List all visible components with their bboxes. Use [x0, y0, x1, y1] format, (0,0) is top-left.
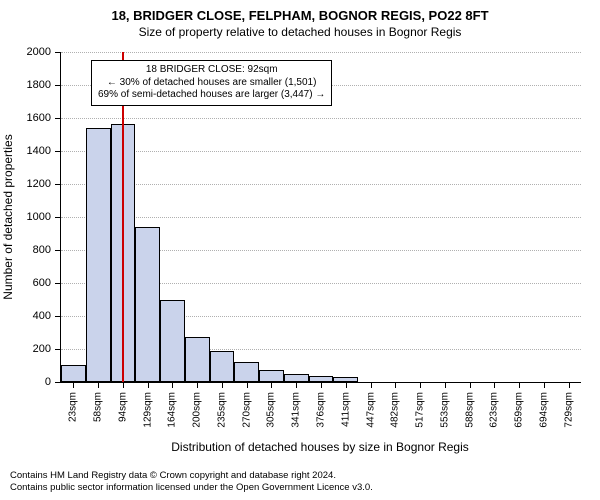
histogram-bar	[61, 365, 86, 382]
xtick-label: 58sqm	[93, 392, 104, 422]
xtick-label: 447sqm	[365, 392, 376, 428]
xtick-mark	[148, 382, 149, 388]
chart-title-main: 18, BRIDGER CLOSE, FELPHAM, BOGNOR REGIS…	[0, 0, 600, 23]
histogram-bar	[210, 351, 235, 382]
gridline	[61, 217, 581, 218]
histogram-bar	[284, 374, 309, 382]
xtick-label: 729sqm	[563, 392, 574, 428]
xtick-mark	[371, 382, 372, 388]
xtick-label: 341sqm	[291, 392, 302, 428]
chart-title-sub: Size of property relative to detached ho…	[0, 23, 600, 39]
annotation-box: 18 BRIDGER CLOSE: 92sqm← 30% of detached…	[91, 60, 332, 106]
xtick-label: 94sqm	[117, 392, 128, 422]
xtick-label: 305sqm	[266, 392, 277, 428]
ytick-label: 200	[33, 343, 61, 355]
footer-line-1: Contains HM Land Registry data © Crown c…	[10, 470, 373, 482]
xtick-label: 164sqm	[167, 392, 178, 428]
xtick-mark	[172, 382, 173, 388]
histogram-bar	[160, 300, 185, 383]
ytick-label: 1800	[27, 79, 61, 91]
xtick-mark	[197, 382, 198, 388]
gridline	[61, 184, 581, 185]
annotation-line: 69% of semi-detached houses are larger (…	[98, 89, 325, 102]
histogram-bar	[185, 337, 210, 382]
xtick-label: 588sqm	[464, 392, 475, 428]
y-axis-label: Number of detached properties	[1, 134, 15, 299]
xtick-mark	[569, 382, 570, 388]
plot-area: 020040060080010001200140016001800200023s…	[60, 52, 581, 383]
ytick-label: 600	[33, 277, 61, 289]
histogram-bar	[86, 128, 111, 382]
gridline	[61, 118, 581, 119]
ytick-label: 400	[33, 310, 61, 322]
xtick-mark	[98, 382, 99, 388]
xtick-mark	[222, 382, 223, 388]
xtick-label: 517sqm	[415, 392, 426, 428]
xtick-label: 411sqm	[340, 392, 351, 427]
xtick-label: 235sqm	[216, 392, 227, 428]
ytick-label: 800	[33, 244, 61, 256]
xtick-mark	[346, 382, 347, 388]
xtick-mark	[73, 382, 74, 388]
xtick-mark	[395, 382, 396, 388]
xtick-label: 694sqm	[538, 392, 549, 428]
annotation-line: ← 30% of detached houses are smaller (1,…	[98, 77, 325, 90]
ytick-label: 1200	[27, 178, 61, 190]
xtick-label: 482sqm	[390, 392, 401, 428]
ytick-label: 0	[45, 376, 61, 388]
footer-line-2: Contains public sector information licen…	[10, 482, 373, 494]
xtick-label: 200sqm	[192, 392, 203, 428]
xtick-label: 376sqm	[316, 392, 327, 428]
gridline	[61, 52, 581, 53]
xtick-mark	[544, 382, 545, 388]
xtick-mark	[470, 382, 471, 388]
xtick-label: 23sqm	[68, 392, 79, 422]
xtick-mark	[247, 382, 248, 388]
annotation-line: 18 BRIDGER CLOSE: 92sqm	[98, 64, 325, 77]
xtick-mark	[321, 382, 322, 388]
xtick-label: 270sqm	[241, 392, 252, 428]
gridline	[61, 151, 581, 152]
ytick-label: 1000	[27, 211, 61, 223]
xtick-mark	[445, 382, 446, 388]
xtick-mark	[494, 382, 495, 388]
xtick-mark	[519, 382, 520, 388]
xtick-label: 623sqm	[489, 392, 500, 428]
histogram-bar	[234, 362, 259, 382]
histogram-bar	[259, 370, 284, 382]
xtick-mark	[420, 382, 421, 388]
xtick-mark	[123, 382, 124, 388]
ytick-label: 1600	[27, 112, 61, 124]
xtick-label: 659sqm	[514, 392, 525, 428]
x-axis-label: Distribution of detached houses by size …	[171, 440, 469, 454]
chart-container: 18, BRIDGER CLOSE, FELPHAM, BOGNOR REGIS…	[0, 0, 600, 500]
xtick-mark	[271, 382, 272, 388]
ytick-label: 2000	[27, 46, 61, 58]
ytick-label: 1400	[27, 145, 61, 157]
histogram-bar	[135, 227, 160, 382]
attribution-footer: Contains HM Land Registry data © Crown c…	[10, 470, 373, 494]
xtick-mark	[296, 382, 297, 388]
xtick-label: 129sqm	[142, 392, 153, 428]
xtick-label: 553sqm	[439, 392, 450, 428]
